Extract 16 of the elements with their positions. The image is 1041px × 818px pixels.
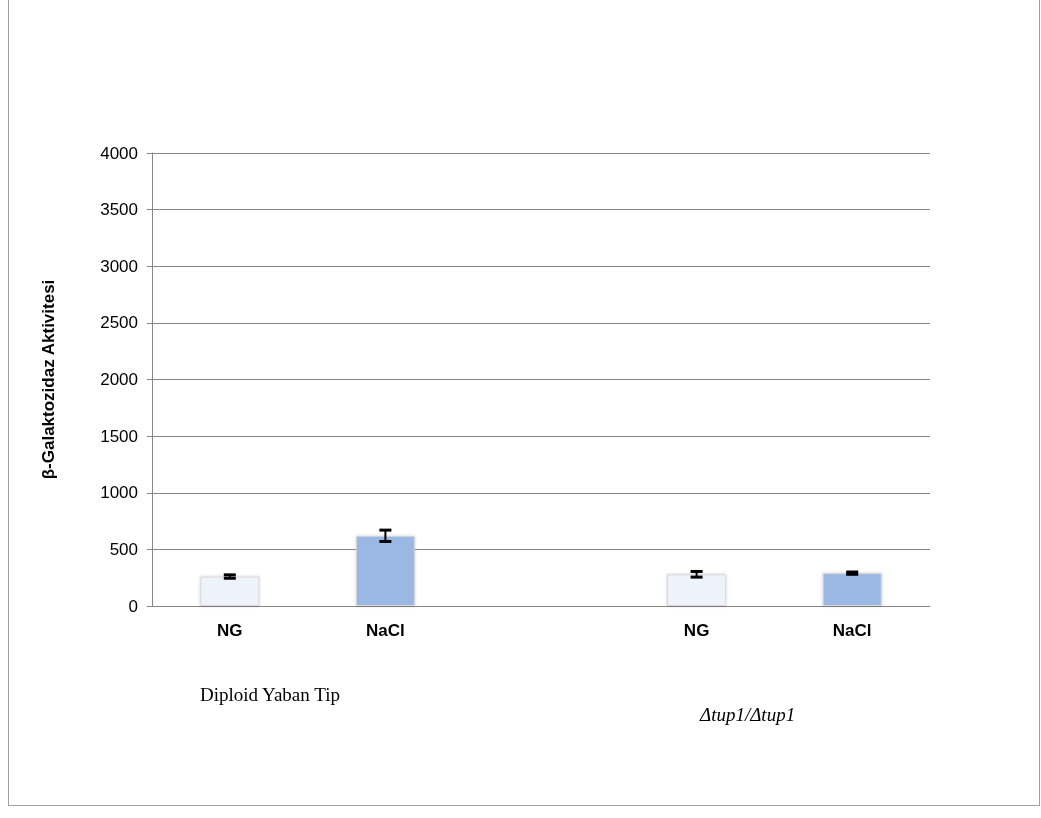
x-tick-label: NaCl: [366, 621, 405, 640]
x-tick-label: NG: [217, 621, 243, 640]
x-tick-label: NG: [683, 621, 710, 640]
y-axis-title: β-Galaktozidaz Aktivitesi: [39, 279, 58, 480]
y-tick-label: 2500: [100, 313, 138, 333]
y-tick-label: 3500: [100, 200, 138, 220]
y-tick-label: 3000: [100, 256, 138, 276]
y-tick-label: 1000: [100, 483, 138, 503]
x-tick-label: NaCl: [832, 621, 872, 640]
y-tick-label: 0: [128, 596, 138, 616]
text: Δtup1/Δtup1: [699, 704, 796, 725]
y-tick-label: 2000: [100, 370, 138, 389]
text: Diploid Yaban Tip: [200, 684, 340, 705]
y-tick-label: 1500: [100, 426, 138, 446]
y-tick-label: 4000: [100, 143, 138, 163]
y-tick-label: 500: [109, 539, 138, 559]
